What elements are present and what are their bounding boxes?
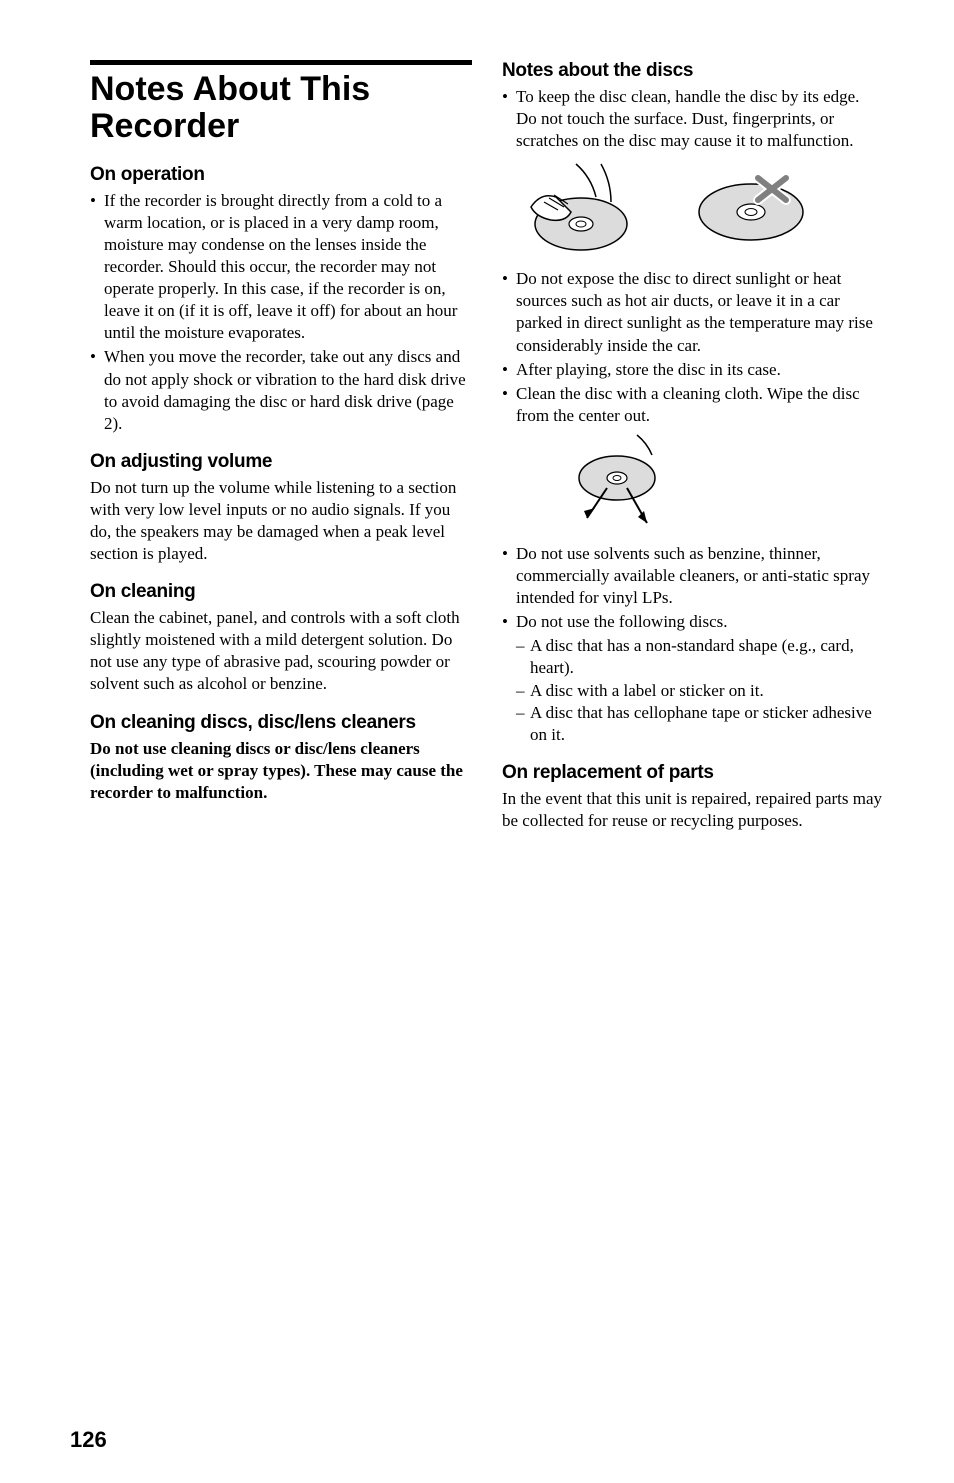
replacement-body: In the event that this unit is repaired,…	[502, 788, 884, 832]
discs-list-1: To keep the disc clean, handle the disc …	[502, 86, 884, 152]
page-content: Notes About This Recorder On operation I…	[0, 0, 954, 888]
right-column: Notes about the discs To keep the disc c…	[502, 60, 884, 848]
cleaning-body: Clean the cabinet, panel, and controls w…	[90, 607, 472, 695]
heading-replacement: On replacement of parts	[502, 762, 884, 784]
hand-disc-icon	[516, 162, 646, 252]
list-item: A disc that has a non-standard shape (e.…	[516, 635, 884, 679]
heading-volume: On adjusting volume	[90, 451, 472, 473]
list-item: Clean the disc with a cleaning cloth. Wi…	[502, 383, 884, 427]
volume-body: Do not turn up the volume while listenin…	[90, 477, 472, 565]
heading-operation: On operation	[90, 164, 472, 186]
heading-discs: Notes about the discs	[502, 60, 884, 82]
wipe-disc-icon	[562, 433, 884, 533]
list-item: Do not use the following discs. A disc t…	[502, 611, 884, 746]
left-column: Notes About This Recorder On operation I…	[90, 60, 472, 848]
operation-list: If the recorder is brought directly from…	[90, 190, 472, 435]
list-item: Do not expose the disc to direct sunligh…	[502, 268, 884, 356]
list-item: A disc with a label or sticker on it.	[516, 680, 884, 702]
lens-body: Do not use cleaning discs or disc/lens c…	[90, 738, 472, 804]
discs-list-2: Do not expose the disc to direct sunligh…	[502, 268, 884, 427]
disc-handling-figures	[516, 162, 884, 252]
disc-no-touch-icon	[686, 172, 816, 242]
list-item-label: Do not use the following discs.	[516, 612, 728, 631]
list-item: After playing, store the disc in its cas…	[502, 359, 884, 381]
heading-lens-cleaners: On cleaning discs, disc/lens cleaners	[90, 712, 472, 734]
list-item: If the recorder is brought directly from…	[90, 190, 472, 345]
list-item: When you move the recorder, take out any…	[90, 346, 472, 434]
main-heading: Notes About This Recorder	[90, 71, 472, 146]
list-item: A disc that has cellophane tape or stick…	[516, 702, 884, 746]
heading-cleaning: On cleaning	[90, 581, 472, 603]
page-number: 126	[70, 1427, 107, 1453]
discs-sublist: A disc that has a non-standard shape (e.…	[516, 635, 884, 745]
discs-list-3: Do not use solvents such as benzine, thi…	[502, 543, 884, 746]
heading-rule	[90, 60, 472, 65]
list-item: To keep the disc clean, handle the disc …	[502, 86, 884, 152]
wipe-disc-figure	[562, 433, 884, 533]
list-item: Do not use solvents such as benzine, thi…	[502, 543, 884, 609]
